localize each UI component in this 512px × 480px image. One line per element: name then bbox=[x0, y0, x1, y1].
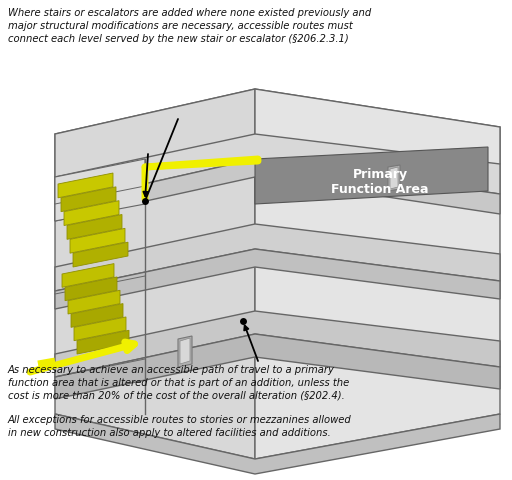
Polygon shape bbox=[255, 90, 500, 459]
Polygon shape bbox=[55, 250, 500, 309]
Polygon shape bbox=[58, 174, 113, 198]
Polygon shape bbox=[255, 148, 488, 204]
Text: All exceptions for accessible routes to stories or mezzanines allowed
in new con: All exceptions for accessible routes to … bbox=[8, 414, 352, 437]
Polygon shape bbox=[55, 135, 500, 204]
Polygon shape bbox=[55, 225, 500, 291]
Polygon shape bbox=[68, 291, 120, 314]
Polygon shape bbox=[61, 188, 116, 212]
Text: Where stairs or escalators are added where none existed previously and
major str: Where stairs or escalators are added whe… bbox=[8, 8, 371, 44]
Polygon shape bbox=[62, 264, 114, 288]
Polygon shape bbox=[71, 304, 123, 328]
Polygon shape bbox=[73, 243, 128, 267]
Polygon shape bbox=[67, 215, 122, 240]
Polygon shape bbox=[55, 160, 500, 222]
Polygon shape bbox=[55, 414, 500, 474]
Polygon shape bbox=[77, 331, 129, 354]
Polygon shape bbox=[55, 90, 500, 178]
Polygon shape bbox=[180, 338, 190, 364]
Polygon shape bbox=[55, 312, 500, 377]
Polygon shape bbox=[70, 229, 125, 253]
Polygon shape bbox=[55, 160, 145, 222]
Polygon shape bbox=[388, 166, 400, 192]
Polygon shape bbox=[55, 334, 500, 399]
Polygon shape bbox=[178, 336, 192, 367]
Polygon shape bbox=[64, 201, 119, 226]
Text: As necessary to achieve an accessible path of travel to a primary
function area : As necessary to achieve an accessible pa… bbox=[8, 364, 349, 400]
Polygon shape bbox=[55, 90, 255, 459]
Polygon shape bbox=[65, 277, 117, 301]
Text: Primary
Function Area: Primary Function Area bbox=[331, 168, 429, 195]
Polygon shape bbox=[390, 168, 398, 190]
Polygon shape bbox=[74, 317, 126, 341]
